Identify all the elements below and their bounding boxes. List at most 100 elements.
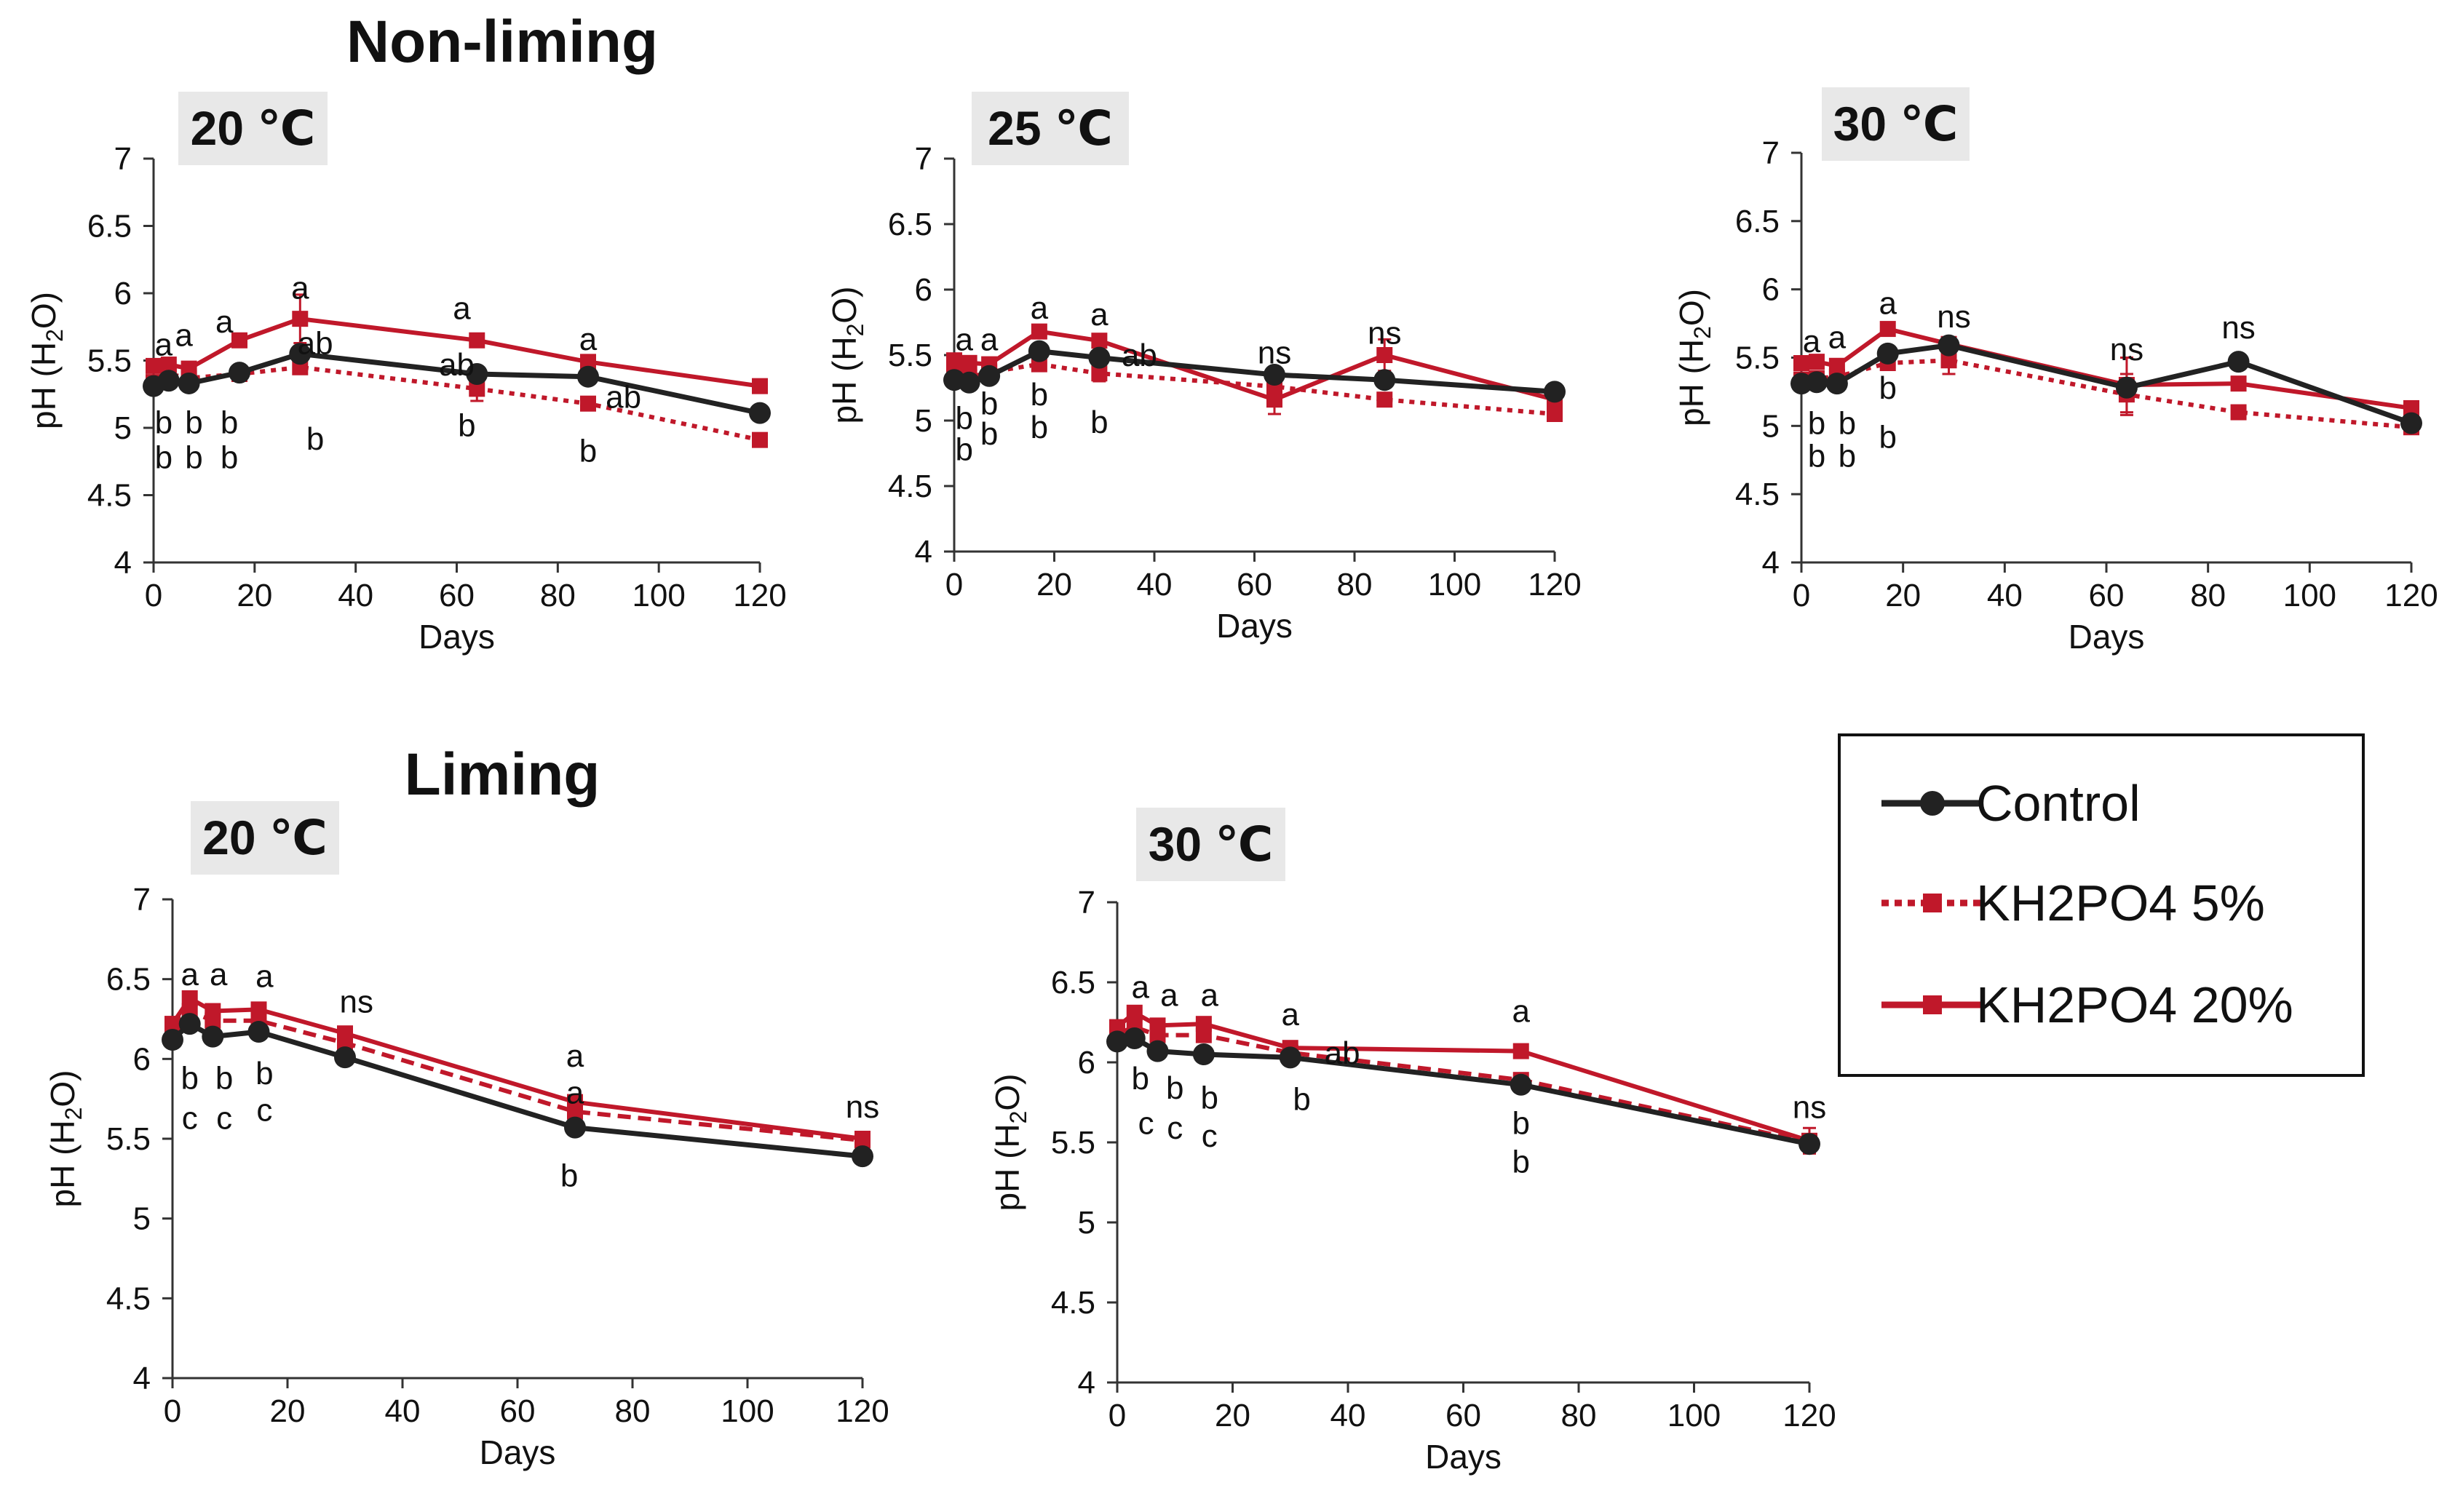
significance-label: b [1293,1082,1310,1118]
significance-label: ns [1258,335,1291,370]
y-tick-label: 4 [114,545,132,581]
significance-label: ab [1122,338,1157,373]
y-tick-label: 4 [133,1361,151,1396]
y-tick-label: 4.5 [888,469,932,504]
data-point-kh20 [567,1094,583,1110]
y-tick-label: 5.5 [87,343,132,379]
x-tick-label: 40 [385,1393,421,1429]
significance-label: ns [2110,332,2143,367]
data-point-control [1123,1027,1146,1049]
x-tick-label: 120 [733,578,786,613]
significance-label: b [221,405,238,441]
y-tick-label: 6.5 [1735,204,1780,239]
x-tick-label: 60 [1445,1398,1481,1433]
x-axis-label: Days [419,618,495,656]
significance-label: b [1201,1080,1218,1115]
data-point-control [1544,381,1566,403]
significance-label: b [185,440,202,476]
significance-label: ab [1325,1035,1360,1071]
x-tick-label: 80 [2190,578,2226,613]
data-point-kh20 [337,1025,353,1042]
y-tick-label: 5.5 [1735,341,1780,376]
significance-label: a [956,322,974,357]
series-line-kh5 [953,362,1555,416]
significance-label: b [1879,419,1896,455]
significance-label: a [1803,324,1821,359]
x-axis-label: Days [1425,1438,1502,1476]
data-point-kh5 [469,381,485,397]
data-point-control [1146,1040,1169,1062]
significance-label: b [1808,406,1825,442]
legend-marker-kh5 [1923,894,1942,912]
data-point-control [852,1145,873,1168]
series-line-kh5 [170,1008,863,1143]
significance-label: ab [606,379,641,415]
significance-label: a [579,322,598,357]
y-tick-label: 5 [133,1201,151,1237]
data-point-kh20 [205,1003,221,1019]
panel-label-badge [178,92,328,165]
significance-label: a [566,1075,584,1110]
x-tick-label: 40 [1330,1398,1366,1433]
data-point-kh5 [1547,406,1563,422]
significance-label: b [181,1061,198,1097]
significance-label: b [215,1061,233,1097]
chart-l30: 30 ℃ 4 4.5 5 5.5 6 6.5 7 0 20 40 60 80 100 120 Days pH (… [988,808,1836,1476]
panel-label: 25 ℃ [988,101,1113,155]
significance-label: b [1031,377,1048,413]
data-point-kh20 [1091,333,1108,349]
data-point-kh20 [164,1016,181,1032]
x-tick-label: 40 [1137,567,1173,602]
x-tick-label: 0 [1109,1398,1126,1433]
data-point-kh20 [181,360,197,377]
data-point-kh20 [1195,1016,1212,1032]
section-title-nonliming: Non-liming [346,9,658,75]
y-tick-label: 6 [114,276,132,311]
y-tick-label: 4.5 [106,1281,151,1316]
significance-label: ns [2221,310,2255,346]
significance-label: c [1138,1106,1154,1142]
y-tick-label: 5.5 [1051,1125,1095,1161]
significance-label: ab [298,325,333,361]
chart-l20: 20 ℃ 4 4.5 5 5.5 6 6.5 7 0 20 40 60 80 100 120 Days pH (… [44,801,889,1471]
y-tick-label: 5 [915,403,932,439]
y-axis-label: pH (H2O) [988,1073,1031,1211]
significance-label: b [458,407,475,443]
data-point-control [1279,1046,1301,1069]
data-point-kh20 [579,354,596,370]
significance-label: b [1879,370,1896,406]
significance-label: ns [1793,1090,1826,1126]
data-point-control [1825,373,1848,395]
data-point-kh20 [2403,399,2419,416]
data-point-control [1192,1043,1215,1065]
panel-label: 20 ℃ [202,811,328,864]
x-tick-label: 120 [2384,578,2438,613]
y-tick-label: 7 [114,141,132,177]
y-tick-label: 5 [114,410,132,446]
data-point-control [178,1013,201,1035]
significance-label: a [1131,970,1149,1006]
significance-label: a [255,958,274,994]
y-axis-label: pH (H2O) [44,1070,87,1207]
data-point-control [564,1116,586,1139]
significance-label: b [306,421,324,457]
x-tick-label: 20 [1215,1398,1250,1433]
data-point-kh20 [946,352,962,369]
data-point-kh20 [1793,355,1809,372]
significance-label: b [956,400,973,436]
significance-label: b [1031,410,1048,445]
significance-label: a [291,271,309,306]
significance-label: ns [1937,299,1970,335]
panel-label: 30 ℃ [1833,97,1959,151]
panel-label-badge [1136,808,1285,881]
x-tick-label: 20 [1036,567,1072,602]
x-tick-label: 20 [237,578,272,613]
significance-label: b [1131,1061,1149,1097]
y-tick-label: 7 [915,141,932,177]
significance-label: c [1202,1118,1218,1154]
x-tick-label: 0 [145,578,162,613]
significance-label: a [155,327,173,362]
data-point-control [1510,1073,1532,1096]
data-point-control [978,365,1001,387]
data-point-control [1106,1030,1128,1053]
